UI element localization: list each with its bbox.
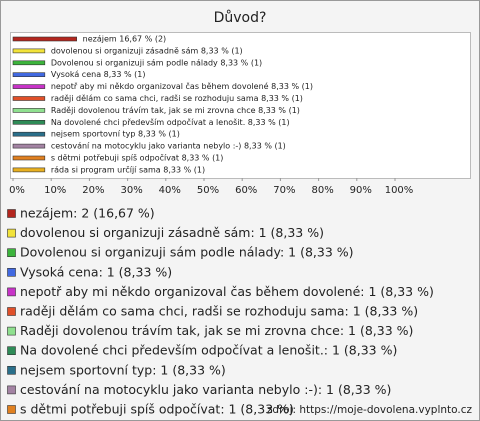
legend-swatch	[7, 385, 16, 395]
bar-label: nejsem sportovní typ 8,33 % (1)	[51, 130, 180, 139]
legend-label: cestování na motocyklu jako varianta neb…	[20, 382, 391, 397]
bar	[12, 60, 46, 66]
x-tick-label: 100%	[385, 185, 414, 196]
bar	[12, 143, 46, 149]
legend-label: raději dělám co sama chci, radši se rozh…	[20, 304, 418, 319]
legend-swatch	[7, 248, 16, 257]
x-tick-label: 0%	[9, 185, 25, 196]
legend-label: nepotř aby mi někdo organizoval čas běhe…	[20, 284, 434, 299]
bar-label: Vysoká cena 8,33 % (1)	[51, 70, 146, 79]
bar	[12, 84, 46, 89]
legend-swatch	[7, 267, 16, 277]
bar	[12, 48, 46, 54]
legend-swatch	[7, 346, 16, 356]
legend-swatch	[7, 405, 16, 414]
bar-label: Na dovolené chci především odpočívat a l…	[51, 117, 290, 127]
bar	[12, 167, 46, 173]
x-tick-label: 10%	[44, 185, 66, 196]
bar	[12, 155, 46, 161]
legend-label: dovolenou si organizuji zásadně sám: 1 (…	[20, 225, 324, 240]
bar	[12, 36, 77, 42]
x-tick-label: 80%	[311, 185, 333, 196]
x-tick-label: 70%	[273, 185, 295, 196]
bar-label: Raději dovolenou trávím tak, jak se mi z…	[51, 106, 300, 115]
bar-label: nezájem 16,67 % (2)	[83, 35, 167, 44]
legend-label: Raději dovolenou trávím tak, jak se mi z…	[20, 323, 413, 338]
bar	[12, 131, 46, 137]
x-tick-label: 20%	[82, 185, 104, 196]
legend-label: nejsem sportovní typ: 1 (8,33 %)	[20, 362, 226, 377]
bar-label: cestování na motocyklu jako varianta neb…	[51, 142, 286, 151]
legend-swatch	[7, 287, 16, 297]
legend-swatch	[7, 228, 16, 238]
x-tick-label: 40%	[159, 185, 181, 196]
x-tick-label: 60%	[235, 185, 257, 196]
bar-label: dovolenou si organizuji zásadně sám 8,33…	[51, 46, 243, 55]
legend-label: Dovolenou si organizuji sám podle nálady…	[20, 245, 354, 260]
bar-label: raději dělám co sama chci, radši se rozh…	[51, 93, 303, 103]
legend-swatch	[7, 365, 16, 375]
bar	[12, 96, 46, 101]
bar	[12, 72, 46, 77]
legend-label: s dětmi potřebuji spíš odpočívat: 1 (8,3…	[20, 402, 294, 417]
bar-label: ráda si program určíjí sama 8,33 % (1)	[51, 164, 205, 174]
bar	[12, 120, 46, 125]
legend-swatch	[7, 326, 16, 336]
source: zdroj: https://moje-dovolena.vyplnto.cz	[267, 404, 473, 416]
legend-label: nezájem: 2 (16,67 %)	[20, 206, 155, 221]
chart-title: Důvod?	[214, 10, 267, 26]
x-tick-label: 90%	[350, 185, 372, 196]
legend-swatch	[7, 209, 16, 218]
bar-label: s dětmi potřebuji spíš odpočívat 8,33 % …	[51, 153, 224, 163]
legend-label: Na dovolené chci především odpočívat a l…	[20, 343, 397, 358]
legend-label: Vysoká cena: 1 (8,33 %)	[20, 264, 172, 279]
bar-label: nepotř aby mi někdo organizoval čas běhe…	[51, 81, 313, 91]
bar	[12, 108, 46, 113]
legend-swatch	[7, 307, 16, 316]
plot-area	[10, 32, 471, 179]
x-tick-label: 30%	[120, 185, 142, 196]
bar-label: Dovolenou si organizuji sám podle nálady…	[51, 58, 262, 67]
x-tick-label: 50%	[197, 185, 219, 196]
